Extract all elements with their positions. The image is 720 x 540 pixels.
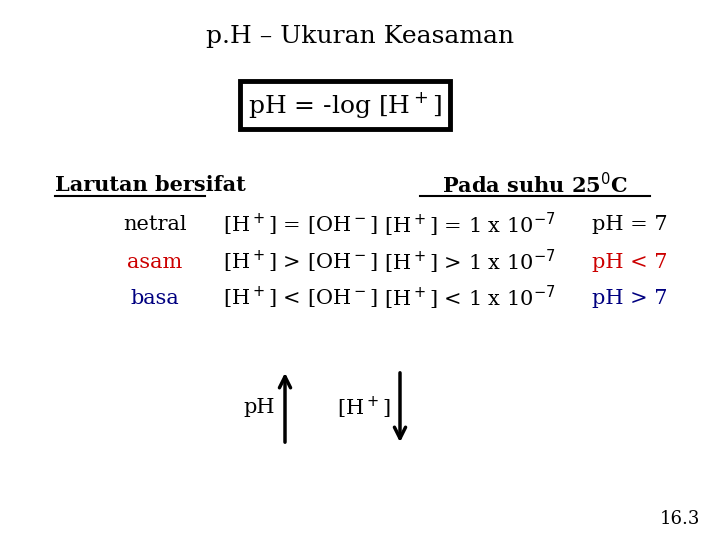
Text: pH = -log [H$^+$]: pH = -log [H$^+$] [248, 90, 442, 120]
Text: pH: pH [243, 398, 275, 417]
Text: [H$^+$] < 1 x 10$^{-7}$: [H$^+$] < 1 x 10$^{-7}$ [384, 284, 556, 312]
Text: pH > 7: pH > 7 [593, 288, 667, 307]
Text: [H$^+$] = 1 x 10$^{-7}$: [H$^+$] = 1 x 10$^{-7}$ [384, 211, 556, 239]
Text: netral: netral [123, 215, 186, 234]
Text: basa: basa [130, 288, 179, 307]
Text: pH = 7: pH = 7 [592, 215, 668, 234]
Text: 16.3: 16.3 [660, 510, 700, 528]
Text: p.H – Ukuran Keasaman: p.H – Ukuran Keasaman [206, 25, 514, 48]
Text: [H$^+$]: [H$^+$] [336, 394, 390, 421]
Text: [H$^+$] = [OH$^-$]: [H$^+$] = [OH$^-$] [222, 212, 377, 238]
Text: Pada suhu 25$^0$C: Pada suhu 25$^0$C [442, 172, 628, 198]
Text: [H$^+$] > 1 x 10$^{-7}$: [H$^+$] > 1 x 10$^{-7}$ [384, 248, 556, 276]
Text: [H$^+$] > [OH$^-$]: [H$^+$] > [OH$^-$] [222, 249, 377, 275]
Text: pH < 7: pH < 7 [593, 253, 667, 272]
Text: [H$^+$] < [OH$^-$]: [H$^+$] < [OH$^-$] [222, 285, 377, 311]
Bar [240, 81, 450, 129]
Text: Larutan bersifat: Larutan bersifat [55, 175, 246, 195]
Text: asam: asam [127, 253, 183, 272]
